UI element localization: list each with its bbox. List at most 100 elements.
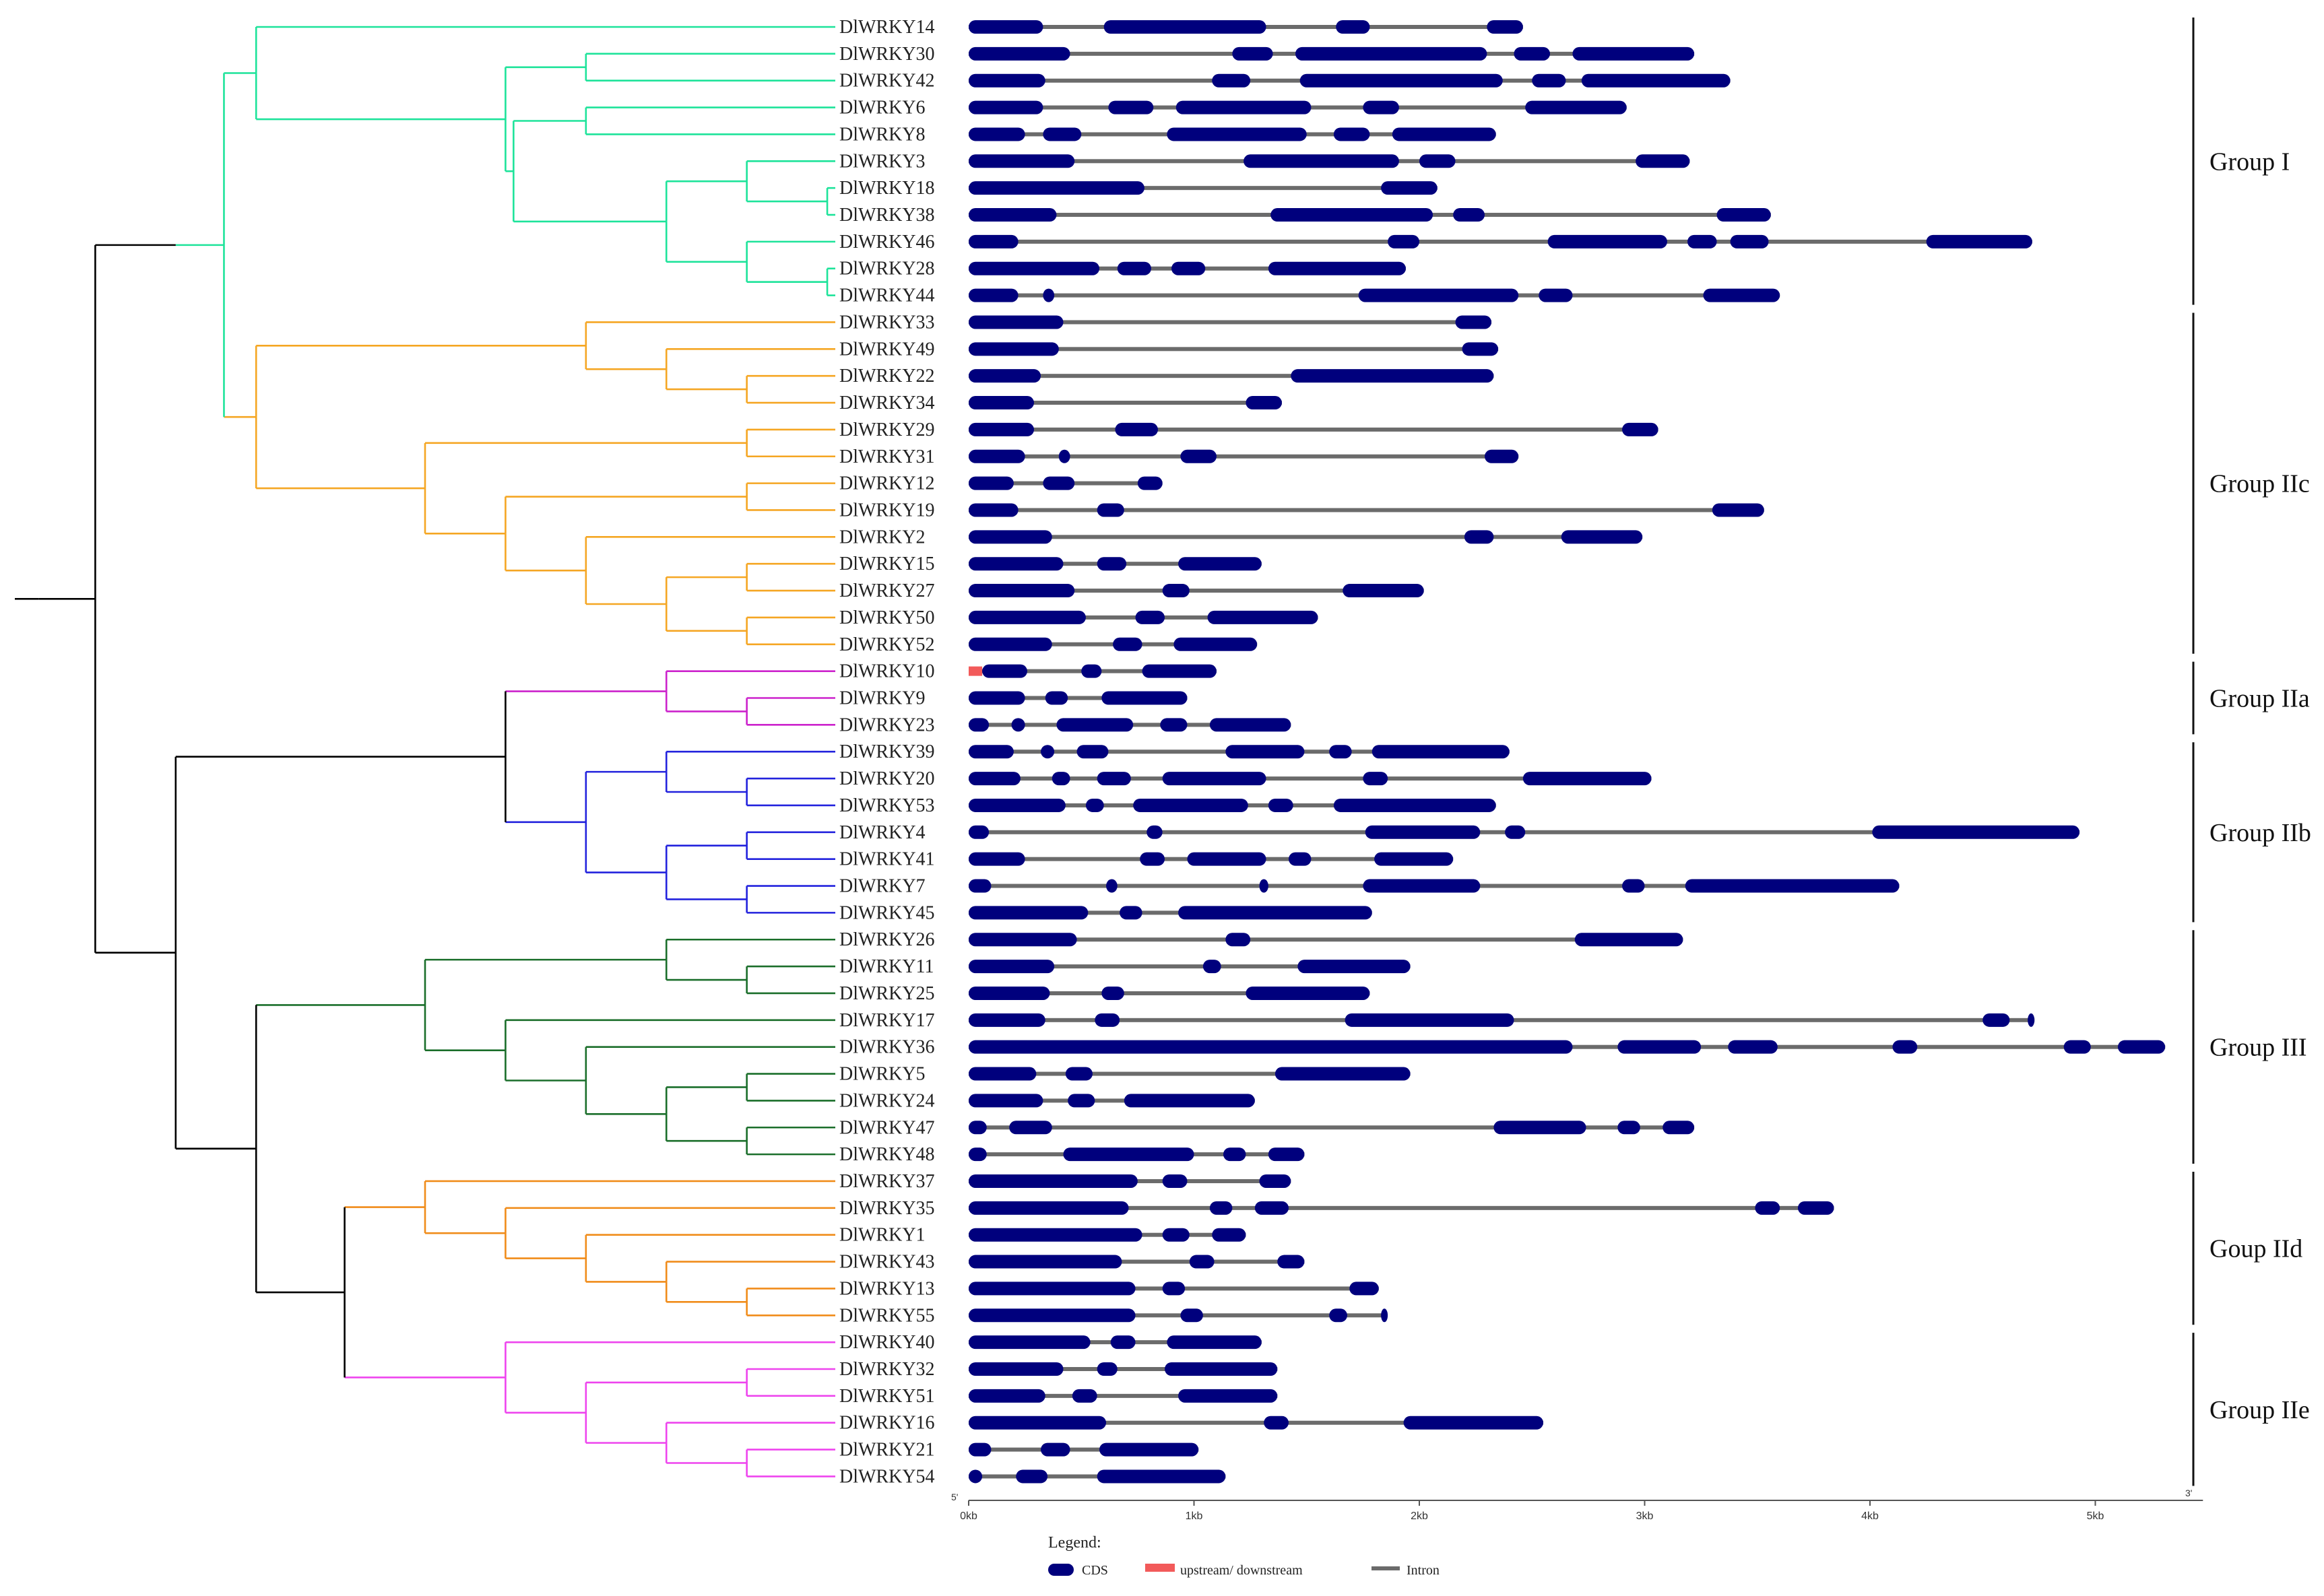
cds-exon	[969, 1201, 1129, 1215]
cds-exon	[1581, 73, 1731, 88]
gene-structure-dlwrky41	[969, 852, 1454, 866]
group-label-group-i: Group I	[2209, 147, 2290, 176]
cds-exon	[1097, 1362, 1118, 1376]
gene-label-dlwrky7: DlWRKY7	[839, 876, 926, 897]
cds-exon	[1336, 20, 1370, 34]
gene-label-dlwrky35: DlWRKY35	[839, 1198, 935, 1219]
legend-intron-label: Intron	[1407, 1563, 1440, 1578]
cds-exon	[1097, 772, 1131, 786]
cds-exon	[1142, 664, 1217, 678]
gene-label-dlwrky11: DlWRKY11	[839, 956, 934, 977]
utr-block	[969, 666, 983, 676]
cds-exon	[1147, 825, 1163, 839]
cds-exon	[1464, 530, 1494, 544]
gene-structure-dlwrky34	[969, 396, 1282, 410]
cds-exon	[969, 745, 1014, 759]
cds-exon	[1099, 1442, 1199, 1457]
cds-exon	[969, 1389, 1045, 1403]
gene-labels: DlWRKY14 DlWRKY30 DlWRKY42 DlWRKY6 DlWRKY8 Dl…	[839, 17, 935, 1487]
legend-cds-swatch	[1048, 1564, 1074, 1576]
cds-exon	[969, 718, 990, 732]
axis-tick-label: 1kb	[1186, 1510, 1203, 1522]
gene-structure-dlwrky16	[969, 1416, 1543, 1430]
cds-exon	[1097, 1469, 1226, 1484]
cds-exon	[969, 1121, 987, 1135]
gene-label-dlwrky2: DlWRKY2	[839, 527, 926, 547]
gene-structure-dlwrky42	[969, 73, 1731, 88]
cds-exon	[1329, 745, 1352, 759]
cds-exon	[969, 1335, 1091, 1350]
gene-label-dlwrky25: DlWRKY25	[839, 983, 935, 1004]
legend-utr-swatch	[1145, 1564, 1175, 1572]
cds-exon	[969, 369, 1041, 383]
length-axis: 5' 3' 0kb 1kb 2kb 3kb 4kb 5kb	[951, 1488, 2203, 1522]
cds-exon	[1388, 234, 1419, 248]
cds-exon	[1081, 664, 1102, 678]
gene-structure-dlwrky19	[969, 503, 1764, 517]
cds-exon	[2063, 1040, 2091, 1054]
cds-exon	[1514, 46, 1551, 61]
gene-structure-dlwrky47	[969, 1121, 1695, 1135]
cds-exon	[1009, 1121, 1052, 1135]
cds-exon	[1622, 879, 1645, 893]
gene-structure-dlwrky11	[969, 960, 1411, 974]
cds-exon	[969, 127, 1025, 141]
cds-exon	[1561, 530, 1643, 544]
cds-exon	[969, 342, 1059, 356]
cds-exon	[969, 1148, 987, 1162]
gene-label-dlwrky23: DlWRKY23	[839, 714, 935, 735]
cds-exon	[1072, 1389, 1097, 1403]
gene-label-dlwrky17: DlWRKY17	[839, 1010, 935, 1031]
gene-structure-dlwrky21	[969, 1442, 1199, 1457]
cds-exon	[1076, 745, 1109, 759]
group-label-group-iie: Group IIe	[2209, 1396, 2310, 1424]
intron-line	[969, 1071, 1411, 1076]
cds-exon	[1419, 154, 1456, 168]
legend-title: Legend:	[1048, 1534, 1101, 1552]
gene-structure-dlwrky17	[969, 1013, 2035, 1027]
gene-label-dlwrky21: DlWRKY21	[839, 1440, 935, 1461]
cds-exon	[1244, 154, 1399, 168]
gene-label-dlwrky43: DlWRKY43	[839, 1252, 935, 1273]
axis-tick-label: 2kb	[1411, 1510, 1428, 1522]
cds-exon	[1175, 100, 1312, 114]
gene-structure-dlwrky23	[969, 718, 1291, 732]
gene-structure-dlwrky43	[969, 1255, 1305, 1269]
gene-label-dlwrky4: DlWRKY4	[839, 822, 926, 843]
gene-structure-dlwrky14	[969, 20, 1523, 34]
cds-exon	[969, 1469, 983, 1484]
cds-exon	[1041, 745, 1055, 759]
cds-exon	[1068, 1094, 1095, 1108]
gene-label-dlwrky44: DlWRKY44	[839, 286, 935, 306]
cds-exon	[1207, 610, 1318, 624]
cds-exon	[1363, 100, 1399, 114]
intron-line	[969, 1447, 1199, 1452]
cds-exon	[1043, 288, 1055, 302]
cds-exon	[969, 933, 1077, 947]
cds-exon	[969, 46, 1070, 61]
gene-structure-dlwrky3	[969, 154, 1690, 168]
cds-exon	[969, 449, 1025, 463]
cds-exon	[969, 234, 1019, 248]
gene-label-dlwrky28: DlWRKY28	[839, 259, 935, 279]
cds-exon	[982, 664, 1027, 678]
cds-exon	[1041, 1442, 1070, 1457]
cds-exon	[1617, 1040, 1702, 1054]
cds-exon	[1268, 1148, 1305, 1162]
cds-exon	[969, 1416, 1107, 1430]
cds-exon	[1288, 852, 1312, 866]
cds-exon	[1246, 396, 1282, 410]
cds-exon	[1268, 798, 1293, 812]
intron-line	[969, 910, 1372, 915]
cds-exon	[1345, 1013, 1514, 1027]
gene-label-dlwrky52: DlWRKY52	[839, 634, 935, 655]
gene-label-dlwrky3: DlWRKY3	[839, 151, 926, 172]
cds-exon	[1106, 879, 1118, 893]
cds-exon	[969, 960, 1055, 974]
phylogenetic-tree	[15, 26, 835, 1477]
cds-exon	[1712, 503, 1764, 517]
cds-exon	[1162, 772, 1266, 786]
cds-exon	[969, 396, 1035, 410]
cds-exon	[1455, 315, 1492, 329]
cds-exon	[1381, 1308, 1388, 1323]
